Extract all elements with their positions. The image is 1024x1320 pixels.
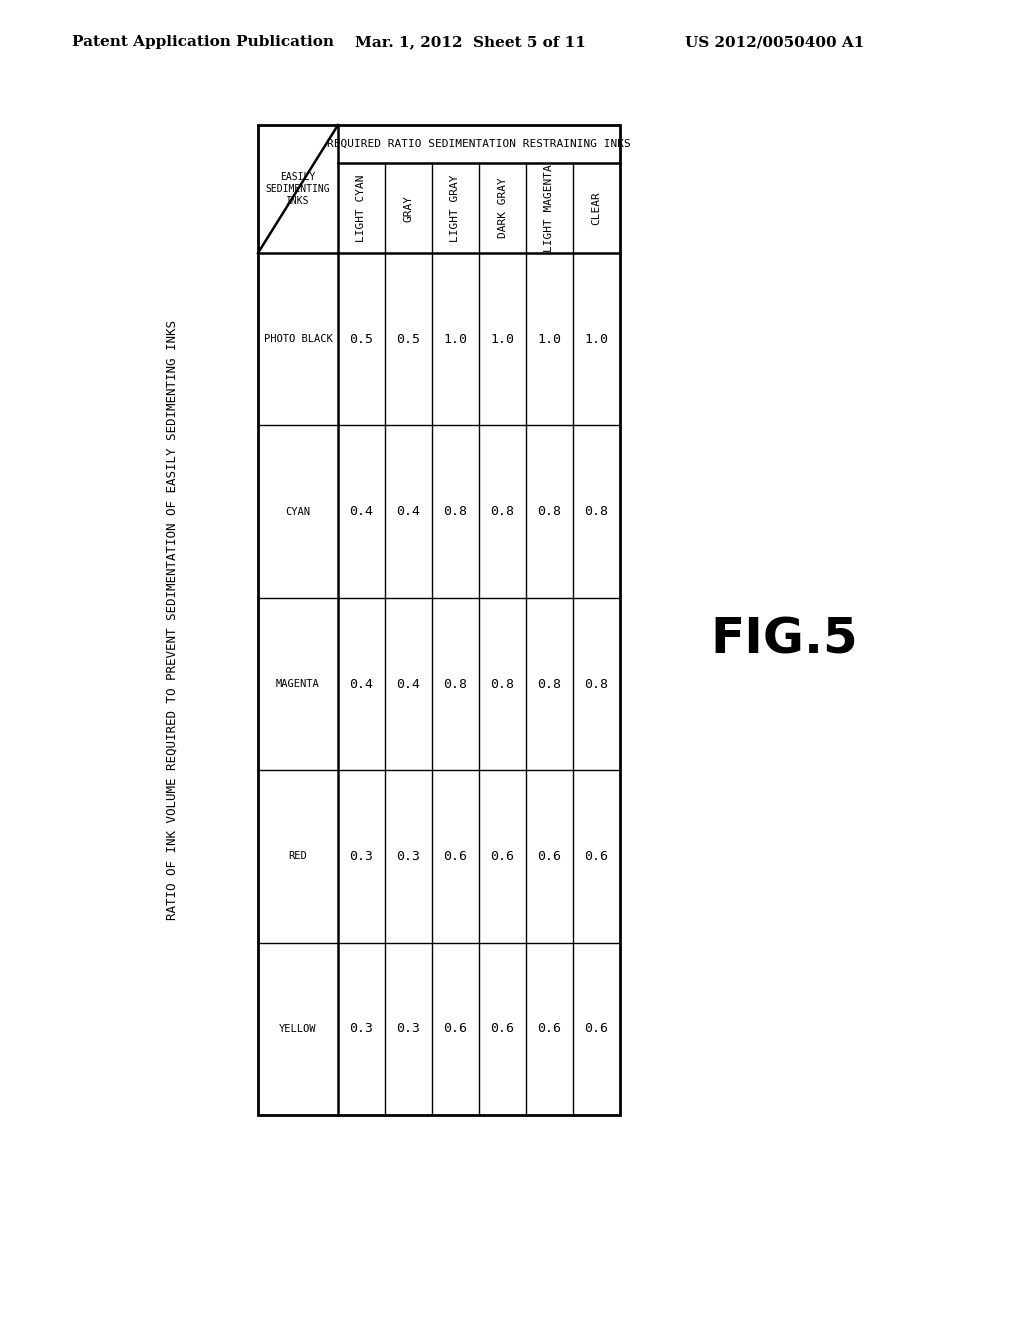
Text: CYAN: CYAN [286,507,310,516]
Text: 1.0: 1.0 [538,333,561,346]
Text: MAGENTA: MAGENTA [276,678,319,689]
Text: 0.6: 0.6 [443,1022,468,1035]
Text: 1.0: 1.0 [490,333,514,346]
Text: Patent Application Publication: Patent Application Publication [72,36,334,49]
Text: SEDIMENTING: SEDIMENTING [265,183,331,194]
Text: 0.6: 0.6 [538,850,561,863]
Text: 0.6: 0.6 [490,1022,514,1035]
Text: 0.4: 0.4 [349,506,374,519]
Text: EASILY: EASILY [281,172,315,182]
Text: 0.8: 0.8 [490,677,514,690]
Text: RED: RED [289,851,307,862]
Text: REQUIRED RATIO SEDIMENTATION RESTRAINING INKS: REQUIRED RATIO SEDIMENTATION RESTRAINING… [327,139,631,149]
Text: 0.6: 0.6 [490,850,514,863]
Text: 0.4: 0.4 [349,677,374,690]
Text: 0.8: 0.8 [538,506,561,519]
Text: YELLOW: YELLOW [280,1024,316,1034]
Bar [258,125,620,1115]
Text: 0.8: 0.8 [585,677,608,690]
Text: 0.5: 0.5 [349,333,374,346]
Text: LIGHT CYAN: LIGHT CYAN [356,174,367,242]
Text: 0.8: 0.8 [443,506,468,519]
Text: 0.6: 0.6 [538,1022,561,1035]
Text: 0.4: 0.4 [396,506,421,519]
Text: FIG.5: FIG.5 [710,616,858,664]
Text: 0.8: 0.8 [490,506,514,519]
Text: 1.0: 1.0 [443,333,468,346]
Text: 0.8: 0.8 [443,677,468,690]
Text: 0.6: 0.6 [443,850,468,863]
Text: 0.8: 0.8 [538,677,561,690]
Text: PHOTO BLACK: PHOTO BLACK [263,334,333,345]
Text: 0.3: 0.3 [396,1022,421,1035]
Text: CLEAR: CLEAR [592,191,601,224]
Text: 0.4: 0.4 [396,677,421,690]
Text: INKS: INKS [287,195,309,206]
Text: 0.3: 0.3 [349,1022,374,1035]
Text: 1.0: 1.0 [585,333,608,346]
Text: 0.6: 0.6 [585,850,608,863]
Text: 0.3: 0.3 [349,850,374,863]
Text: 0.6: 0.6 [585,1022,608,1035]
Text: RATIO OF INK VOLUME REQUIRED TO PREVENT SEDIMENTATION OF EASILY SEDIMENTING INKS: RATIO OF INK VOLUME REQUIRED TO PREVENT … [166,319,178,920]
Text: GRAY: GRAY [403,194,414,222]
Text: 0.3: 0.3 [396,850,421,863]
Text: LIGHT MAGENTA: LIGHT MAGENTA [545,164,555,252]
Text: DARK GRAY: DARK GRAY [498,178,508,239]
Text: 0.5: 0.5 [396,333,421,346]
Text: Mar. 1, 2012  Sheet 5 of 11: Mar. 1, 2012 Sheet 5 of 11 [355,36,586,49]
Text: US 2012/0050400 A1: US 2012/0050400 A1 [685,36,864,49]
Text: 0.8: 0.8 [585,506,608,519]
Text: LIGHT GRAY: LIGHT GRAY [451,174,461,242]
